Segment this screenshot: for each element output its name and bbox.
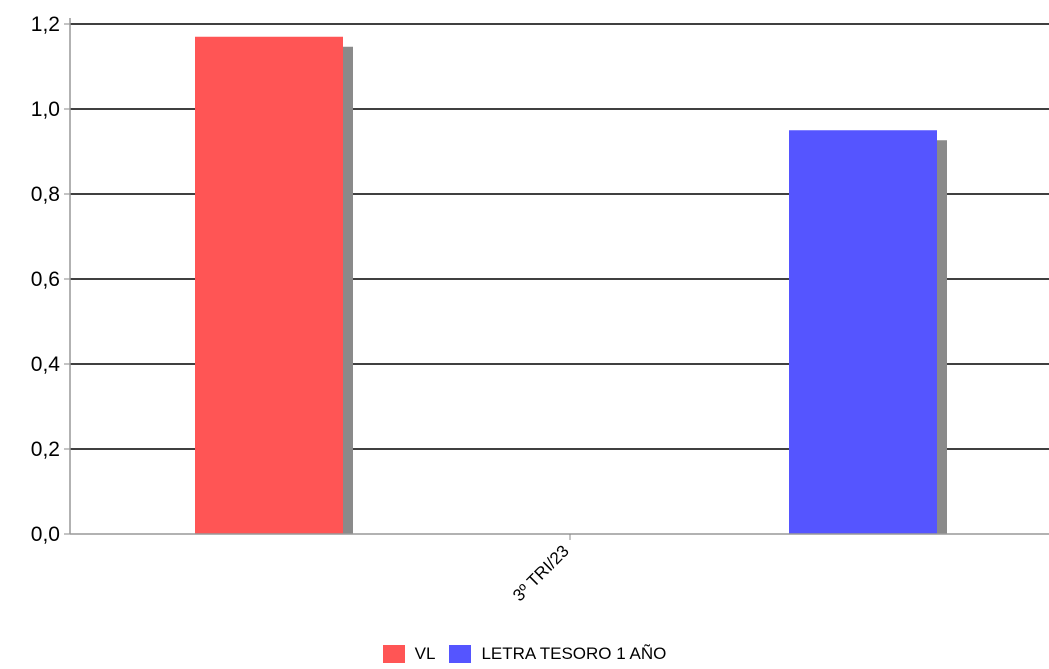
legend-swatch-letra-tesoro — [449, 645, 472, 663]
bars — [195, 36, 947, 534]
y-tick-label: 0,0 — [31, 523, 60, 546]
legend-label-letra-tesoro: LETRA TESORO 1 AÑO — [481, 644, 667, 663]
legend-item-vl: VL — [382, 644, 436, 664]
legend: VL LETRA TESORO 1 AÑO — [0, 644, 1049, 664]
legend-item-letra-tesoro: LETRA TESORO 1 AÑO — [449, 644, 666, 664]
legend-label-vl: VL — [414, 644, 436, 663]
bar-chart: 0,0 0,2 0,4 0,6 0,8 1,0 1,2 3º TRI/23 — [31, 13, 1049, 605]
y-tick-label: 0,8 — [31, 183, 60, 206]
legend-swatch-vl — [382, 645, 405, 663]
bar-letra-tesoro — [789, 130, 937, 534]
bar-vl — [195, 36, 343, 534]
y-tick-label: 1,2 — [31, 13, 60, 36]
y-tick-label: 0,6 — [31, 268, 60, 291]
y-axis-ticks: 0,0 0,2 0,4 0,6 0,8 1,0 1,2 — [31, 13, 70, 546]
y-tick-label: 0,2 — [31, 438, 60, 461]
x-axis-categories: 3º TRI/23 — [509, 534, 573, 605]
y-tick-label: 1,0 — [31, 98, 60, 121]
x-category-label: 3º TRI/23 — [509, 541, 573, 605]
y-tick-label: 0,4 — [31, 353, 61, 376]
